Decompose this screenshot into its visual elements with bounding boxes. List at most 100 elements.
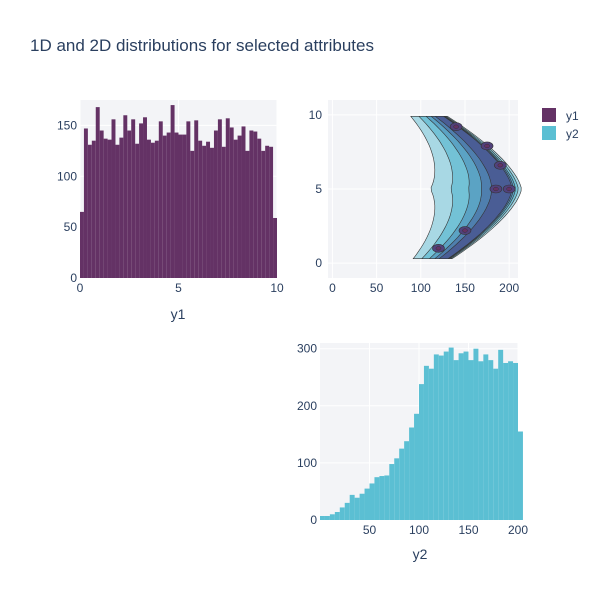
legend-swatch-y1 — [542, 108, 556, 122]
bar — [503, 362, 509, 520]
bar — [99, 130, 104, 278]
bar — [162, 135, 167, 278]
x-axis-title-y1: y1 — [171, 306, 186, 322]
bar — [143, 117, 147, 278]
legend[interactable]: y1 y2 — [542, 108, 579, 141]
bar — [483, 354, 489, 520]
bar — [379, 476, 385, 520]
bar — [95, 107, 100, 279]
bar — [119, 137, 124, 278]
legend-item-y1[interactable]: y1 — [542, 108, 579, 123]
bar — [384, 475, 390, 520]
bar — [233, 139, 238, 278]
bar — [374, 477, 380, 520]
bar — [245, 150, 250, 278]
bar — [139, 123, 144, 278]
bar — [190, 150, 195, 278]
bar — [87, 144, 92, 278]
bar — [257, 138, 262, 278]
bar — [473, 348, 479, 520]
bar — [488, 360, 494, 520]
bar — [178, 134, 183, 278]
bar — [414, 413, 419, 520]
bar — [229, 127, 234, 278]
bar — [194, 120, 199, 278]
bar — [354, 497, 360, 520]
x-axis-title-y2: y2 — [413, 546, 428, 562]
y-tick-label: 10 — [309, 108, 323, 122]
contour-peak-core — [435, 246, 442, 251]
bar — [186, 121, 191, 278]
bar — [237, 135, 242, 278]
bar — [498, 349, 504, 520]
x-tick-label: 50 — [370, 281, 384, 295]
x-tick-label: 150 — [458, 523, 478, 537]
bar — [463, 351, 469, 520]
bar — [269, 146, 274, 278]
bar — [273, 217, 277, 278]
legend-item-y2[interactable]: y2 — [542, 126, 579, 141]
x-tick-label: 0 — [77, 281, 84, 295]
x-tick-label: 100 — [411, 281, 431, 295]
x-tick-label: 5 — [175, 281, 182, 295]
legend-swatch-y2 — [542, 126, 556, 140]
bar — [359, 493, 365, 520]
bar — [518, 431, 523, 520]
bar — [320, 516, 325, 520]
bar — [453, 360, 459, 520]
x-tick-label: 200 — [508, 523, 528, 537]
bar — [399, 448, 405, 520]
bar — [478, 361, 484, 520]
ticks-hist-y2: 0 100 200 300 50 100 150 200 — [297, 342, 528, 537]
x-tick-label: 150 — [455, 281, 475, 295]
bar — [253, 131, 258, 278]
bar — [329, 514, 335, 520]
bar — [508, 361, 514, 520]
panel-hist-y1: 0 50 100 150 0 5 10 y1 — [57, 100, 284, 322]
y-tick-label: 0 — [315, 256, 322, 270]
x-tick-label: 0 — [329, 281, 336, 295]
y-tick-label: 5 — [315, 182, 322, 196]
bar — [107, 139, 112, 278]
bar — [210, 147, 214, 278]
bar — [170, 105, 175, 278]
y-tick-label: 150 — [57, 118, 77, 132]
bar — [349, 494, 355, 520]
bar — [419, 384, 424, 520]
bar — [221, 146, 226, 278]
bar — [150, 142, 155, 278]
y-tick-label: 200 — [297, 399, 317, 413]
y-tick-label: 100 — [57, 169, 77, 183]
bar — [404, 441, 410, 520]
x-tick-label: 10 — [270, 281, 284, 295]
bar — [103, 138, 108, 278]
y-tick-label: 100 — [297, 456, 317, 470]
y-tick-label: 50 — [64, 220, 78, 234]
bar — [146, 139, 151, 278]
bar — [83, 128, 88, 278]
bar — [389, 464, 395, 520]
bars-hist-y2 — [320, 347, 523, 520]
bar — [135, 143, 140, 278]
contour-peak-core — [484, 143, 490, 149]
bar — [91, 140, 96, 278]
bar — [324, 516, 330, 520]
bar — [369, 483, 375, 520]
bar — [428, 368, 434, 520]
y-tick-label: 0 — [70, 271, 77, 285]
bar — [334, 512, 340, 520]
contour-levels — [410, 116, 522, 259]
bar — [166, 132, 171, 278]
x-tick-label: 100 — [409, 523, 429, 537]
contour-peak-core — [506, 186, 512, 192]
bar — [458, 353, 464, 520]
bar — [206, 141, 211, 278]
bar — [115, 144, 120, 278]
bar — [131, 119, 136, 278]
bar — [127, 130, 132, 278]
bar — [217, 119, 222, 278]
x-tick-label: 200 — [499, 281, 519, 295]
bar — [182, 134, 187, 278]
